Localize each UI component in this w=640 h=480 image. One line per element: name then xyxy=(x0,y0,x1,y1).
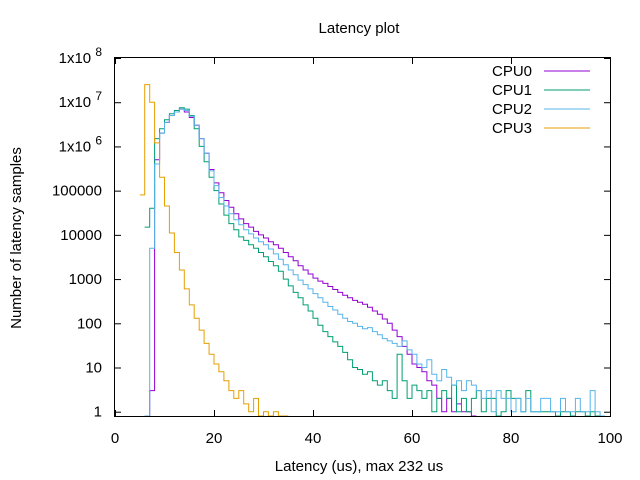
series-line-cpu0 xyxy=(144,108,477,416)
x-tick-label: 20 xyxy=(206,430,223,447)
legend-label-cpu3: CPU3 xyxy=(492,120,532,137)
legend-label-cpu2: CPU2 xyxy=(492,101,532,118)
y-tick-label: 1x10 8 xyxy=(59,45,103,67)
series-line-cpu2 xyxy=(144,108,605,416)
y-tick-label: 10 xyxy=(85,360,102,377)
y-axis-label: Number of latency samples xyxy=(8,147,25,329)
x-tick-label: 60 xyxy=(404,430,421,447)
y-tick-label: 1x10 7 xyxy=(59,89,103,111)
legend: CPU0 CPU1 CPU2 CPU3 xyxy=(492,63,590,137)
series-line-cpu1 xyxy=(144,107,601,416)
plot-area xyxy=(139,84,605,416)
chart-title: Latency plot xyxy=(319,20,401,37)
y-tick-label: 1 xyxy=(94,404,102,421)
x-tick-label: 80 xyxy=(503,430,520,447)
y-tick-label: 100000 xyxy=(52,183,102,200)
x-tick-label: 0 xyxy=(111,430,119,447)
x-axis-label: Latency (us), max 232 us xyxy=(275,458,443,475)
y-tick-label: 1x10 6 xyxy=(59,133,103,155)
axis-ticks: 0 20 40 60 80 100 1 10 100 1000 10000 100000 1x10 6 1… xyxy=(52,45,623,447)
x-tick-label: 100 xyxy=(597,430,622,447)
y-tick-label: 1000 xyxy=(69,271,102,288)
y-tick-label: 100 xyxy=(77,315,102,332)
plot-frame xyxy=(114,57,611,417)
x-tick-label: 40 xyxy=(305,430,322,447)
legend-label-cpu1: CPU1 xyxy=(492,82,532,99)
y-tick-label: 10000 xyxy=(60,227,102,244)
series-line-cpu3 xyxy=(139,84,289,416)
legend-label-cpu0: CPU0 xyxy=(492,63,532,80)
